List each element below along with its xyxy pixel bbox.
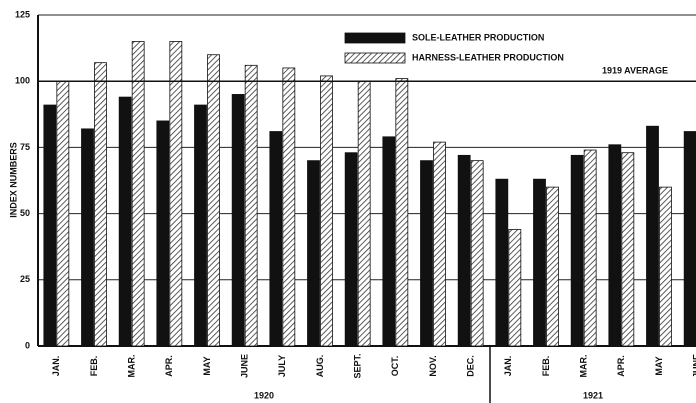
bar [320,75,333,347]
y-axis-label: INDEX NUMBERS [8,142,18,218]
bar [433,141,446,347]
x-tick-label: NOV. [428,355,438,376]
bar [621,152,635,347]
bar [244,64,258,347]
bar [608,144,622,347]
bar [269,131,283,347]
bar [169,41,183,347]
bar [282,67,296,347]
bar [194,104,207,347]
bar [659,186,672,347]
bar [118,96,132,347]
bar [646,125,659,347]
bar [81,128,94,347]
bar [94,62,107,347]
bar [570,154,584,347]
x-tick-label: APR. [164,355,174,377]
y-tick-label: 0 [25,340,30,350]
bar [344,152,358,347]
x-tick-label: JULY [277,355,287,377]
y-tick-label: 100 [15,76,30,86]
annotation: 1919 AVERAGE [602,66,668,76]
legend-swatch [344,32,406,44]
x-tick-label: OCT. [390,356,400,377]
bar [495,178,509,347]
bar [420,160,433,347]
legend-label: SOLE-LEATHER PRODUCTION [412,32,544,42]
legend-swatch [344,52,406,64]
bar [683,131,696,347]
y-tick-label: 75 [20,142,30,152]
bar [546,186,559,347]
x-tick-label: JAN. [503,356,513,377]
x-tick-label: MAY [202,356,212,375]
x-tick-label: SEPT. [353,353,363,378]
x-tick-label: FEB. [541,356,551,377]
bar [156,120,170,347]
y-tick-label: 125 [15,9,30,19]
bar [583,149,597,347]
x-tick-label: JAN. [51,356,61,377]
bar [395,78,409,347]
x-tick-label: MAR. [579,355,589,378]
bar [457,154,471,347]
bar [207,54,220,347]
bar [508,229,522,347]
x-tick-label: JUNE [240,354,250,378]
bar [231,94,245,347]
x-tick-label: FEB. [89,356,99,377]
x-group-label: 1921 [583,390,603,400]
x-tick-label: APR. [616,355,626,377]
bar [43,104,57,347]
y-tick-label: 25 [20,274,30,284]
legend-label: HARNESS-LEATHER PRODUCTION [412,52,564,62]
bar [56,80,70,347]
y-tick-label: 50 [20,208,30,218]
bar [533,178,546,347]
x-group-label: 1920 [254,390,274,400]
x-tick-label: MAR. [127,355,137,378]
x-tick-label: DEC. [466,355,476,377]
x-tick-label: AUG. [315,355,325,378]
x-tick-label: JUNE [692,354,696,378]
x-tick-label: MAY [654,356,664,375]
bar [307,160,320,347]
bar [131,41,145,347]
bar [470,160,484,347]
bar [357,80,371,347]
bar [382,136,396,347]
